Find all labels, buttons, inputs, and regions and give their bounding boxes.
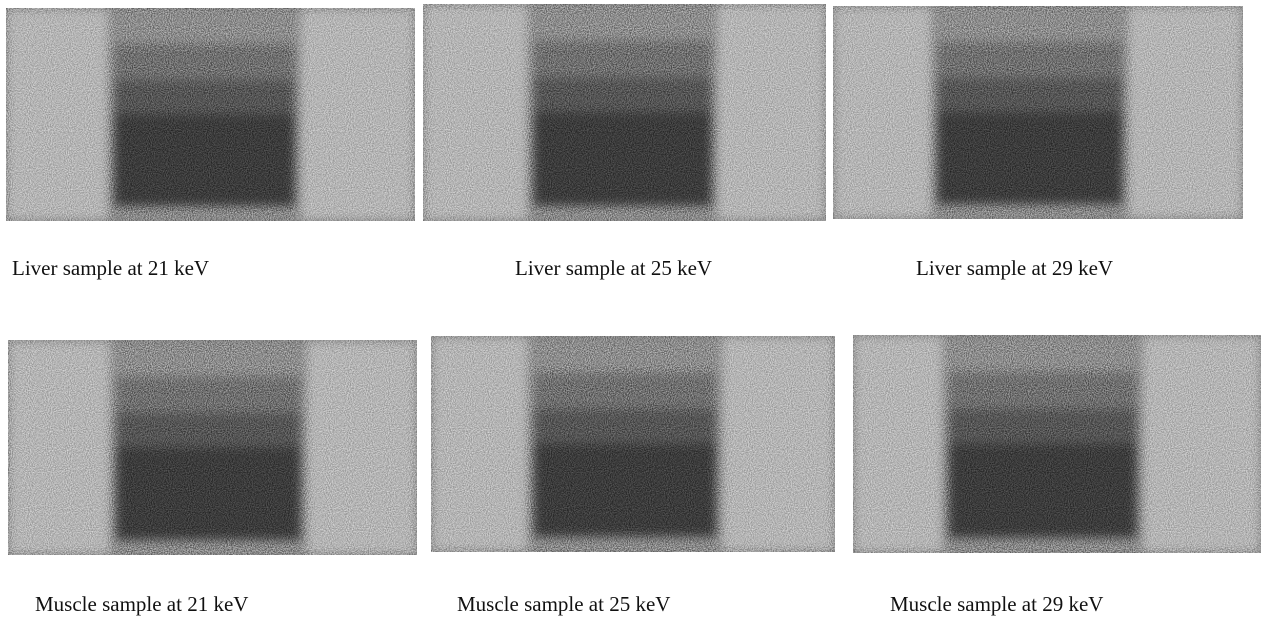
sample-layer	[114, 114, 295, 207]
sample-layer	[533, 40, 712, 78]
sample-layer	[533, 77, 712, 113]
xray-image	[853, 335, 1261, 553]
sample-layer	[533, 372, 717, 410]
sample-layer	[116, 376, 301, 414]
xray-image	[6, 8, 415, 221]
sample-layer	[114, 44, 295, 81]
caption: Liver sample at 25 keV	[515, 256, 712, 280]
sample-layer	[533, 409, 717, 444]
caption: Liver sample at 21 keV	[12, 256, 209, 280]
sample-layer	[937, 112, 1123, 205]
sample-layer	[116, 447, 301, 540]
sample-layer	[948, 444, 1137, 538]
sample-layer	[533, 112, 712, 206]
xray-image	[8, 340, 417, 555]
caption: Liver sample at 29 keV	[916, 256, 1113, 280]
caption: Muscle sample at 21 keV	[35, 592, 248, 616]
sample-layer	[116, 413, 301, 448]
xray-image	[833, 6, 1243, 219]
xray-image	[423, 4, 826, 221]
sample-layer	[533, 444, 717, 537]
xray-image	[431, 336, 835, 552]
sample-layer	[114, 80, 295, 115]
caption: Muscle sample at 25 keV	[457, 592, 670, 616]
caption: Muscle sample at 29 keV	[890, 592, 1103, 616]
sample-layer	[948, 409, 1137, 444]
sample-layer	[937, 42, 1123, 79]
sample-layer	[937, 78, 1123, 113]
sample-layer	[948, 372, 1137, 410]
